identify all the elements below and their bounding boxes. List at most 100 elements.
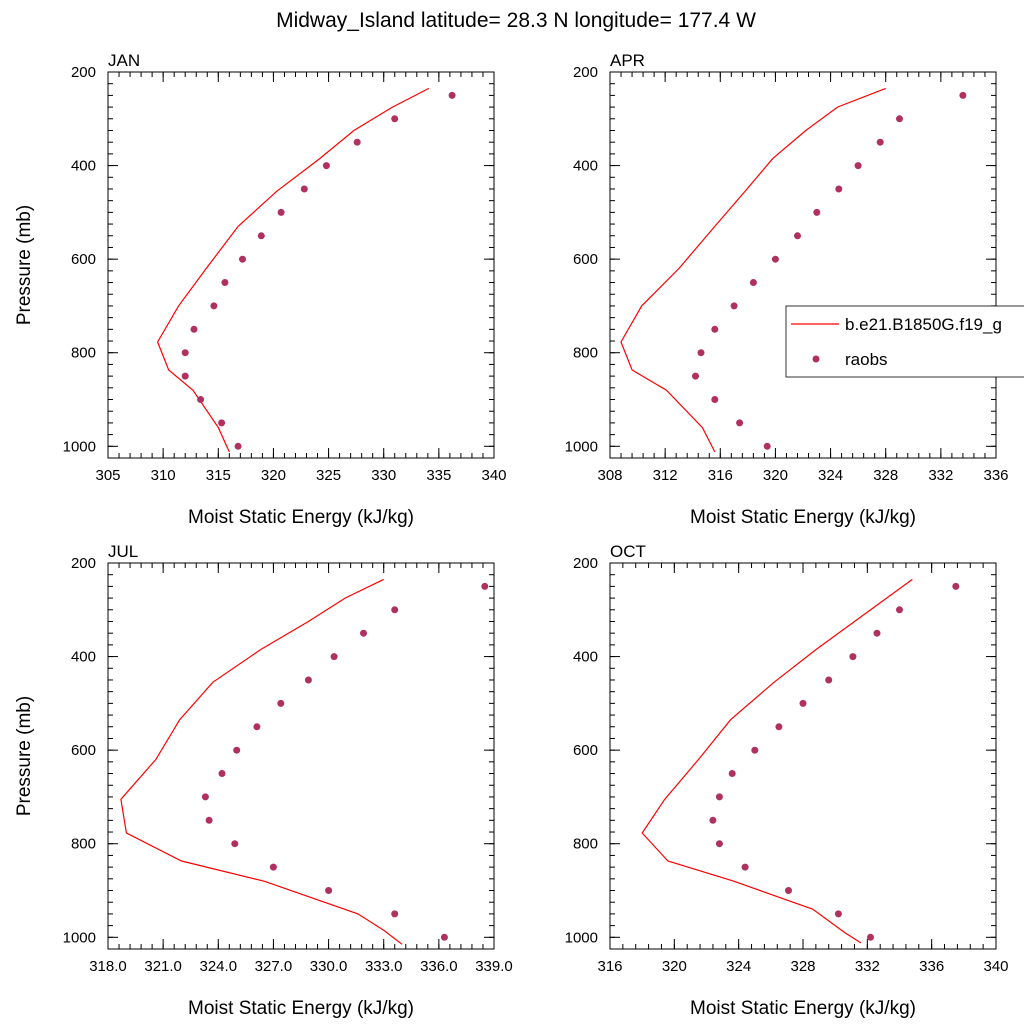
raobs-point — [763, 442, 771, 450]
plot-frame — [107, 562, 495, 950]
y-tick-label: 800 — [71, 345, 96, 362]
panel-label: JAN — [108, 51, 140, 70]
raobs-point — [715, 840, 723, 848]
raobs-point — [867, 933, 874, 941]
raobs-point — [231, 840, 239, 848]
raobs-point — [741, 863, 749, 871]
raobs-point — [896, 115, 903, 123]
x-tick-label: 333.0 — [365, 958, 403, 975]
x-tick-label: 312 — [653, 467, 678, 484]
raobs-point — [736, 419, 744, 427]
raobs-point — [876, 138, 884, 146]
legend-box — [785, 305, 1024, 378]
raobs-point — [181, 349, 189, 357]
panel-label: OCT — [610, 542, 646, 561]
x-tick-label: 310 — [151, 467, 176, 484]
raobs-point — [785, 887, 792, 894]
x-tick-label: 340 — [481, 467, 506, 484]
y-tick-label: 1000 — [63, 929, 96, 946]
x-tick-label: 336 — [919, 958, 944, 975]
raobs-point — [391, 606, 399, 614]
x-tick-label: 318.0 — [89, 958, 127, 975]
x-tick-label: 320 — [261, 467, 286, 484]
y-tick-label: 600 — [71, 742, 96, 759]
x-tick-label: 332 — [928, 467, 953, 484]
raobs-point — [709, 816, 717, 824]
model-line-apr — [620, 87, 886, 453]
y-tick-label: 1000 — [565, 929, 598, 946]
x-axis-label: Moist Static Energy (kJ/kg) — [188, 507, 414, 528]
raobs-point — [218, 419, 226, 427]
raobs-point — [221, 279, 229, 286]
y-tick-label: 200 — [573, 555, 598, 572]
raobs-point — [730, 302, 738, 310]
raobs-point — [834, 910, 842, 918]
x-tick-label: 336.0 — [420, 958, 458, 975]
y-tick-label: 800 — [573, 345, 598, 362]
y-tick-label: 800 — [573, 836, 598, 853]
raobs-point — [751, 746, 759, 754]
raobs-point — [181, 372, 189, 380]
y-tick-label: 1000 — [565, 438, 598, 455]
legend-model-label: b.e21.B1850G.f19_g — [845, 315, 1002, 334]
raobs-point — [952, 582, 960, 590]
panel-jan: JAN 305 310 315 320 325 330 335 340 200 400 600 800 1… — [14, 51, 507, 528]
raobs-point — [711, 325, 719, 333]
y-tick-label: 600 — [71, 251, 96, 268]
y-tick-label: 200 — [71, 64, 96, 81]
raobs-point — [210, 302, 218, 310]
raobs-point — [277, 699, 285, 707]
raobs-point — [330, 653, 338, 661]
x-tick-label: 305 — [95, 467, 120, 484]
x-tick-label: 330.0 — [310, 958, 348, 975]
raobs-point — [233, 746, 241, 754]
x-tick-label: 327.0 — [255, 958, 293, 975]
figure-title: Midway_Island latitude= 28.3 N longitude… — [276, 9, 756, 32]
x-tick-label: 339.0 — [475, 958, 513, 975]
raobs-point — [692, 372, 699, 380]
raobs-point — [197, 396, 205, 403]
raobs-point — [218, 770, 226, 777]
y-tick-label: 400 — [573, 649, 598, 666]
x-tick-label: 321.0 — [144, 958, 182, 975]
x-tick-label: 328 — [873, 467, 898, 484]
y-tick-label: 200 — [71, 555, 96, 572]
raobs-point — [448, 91, 456, 99]
raobs-point — [775, 723, 783, 731]
y-tick-label: 200 — [573, 64, 598, 81]
raobs-point — [353, 138, 361, 146]
raobs-point — [481, 582, 489, 590]
raobs-point — [253, 723, 261, 731]
panel-jul: JUL 318.0 321.0 324.0 327.0 330.0 333.0 336.0 33… — [14, 542, 513, 1019]
raobs-point — [715, 793, 723, 801]
raobs-point — [771, 255, 779, 263]
raobs-point — [711, 396, 719, 403]
legend: b.e21.B1850G.f19_g raobs — [785, 305, 1024, 378]
x-tick-label: 332 — [855, 958, 880, 975]
x-tick-label: 330 — [371, 467, 396, 484]
raobs-point — [300, 185, 308, 193]
raobs-point — [201, 793, 209, 801]
panels: JAN 305 310 315 320 325 330 335 340 200 400 600 800 1… — [14, 51, 1009, 1019]
x-tick-label: 308 — [597, 467, 622, 484]
x-tick-label: 328 — [790, 958, 815, 975]
raobs-point — [360, 629, 367, 637]
x-tick-label: 340 — [983, 958, 1008, 975]
x-tick-label: 324.0 — [200, 958, 238, 975]
raobs-point — [391, 910, 399, 918]
raobs-point — [697, 349, 705, 357]
raobs-point — [825, 676, 833, 684]
raobs-point — [794, 232, 801, 240]
x-tick-label: 315 — [206, 467, 231, 484]
y-axis-label: Pressure (mb) — [14, 696, 35, 816]
plot-frame — [609, 562, 997, 950]
raobs-point — [440, 933, 448, 941]
x-axis-label: Moist Static Energy (kJ/kg) — [690, 998, 916, 1019]
panel-label: JUL — [108, 542, 138, 561]
model-line-oct — [641, 578, 913, 944]
x-tick-label: 324 — [726, 958, 751, 975]
raobs-point — [959, 91, 967, 99]
y-tick-label: 1000 — [63, 438, 96, 455]
x-tick-label: 335 — [426, 467, 451, 484]
raobs-point — [813, 208, 821, 216]
